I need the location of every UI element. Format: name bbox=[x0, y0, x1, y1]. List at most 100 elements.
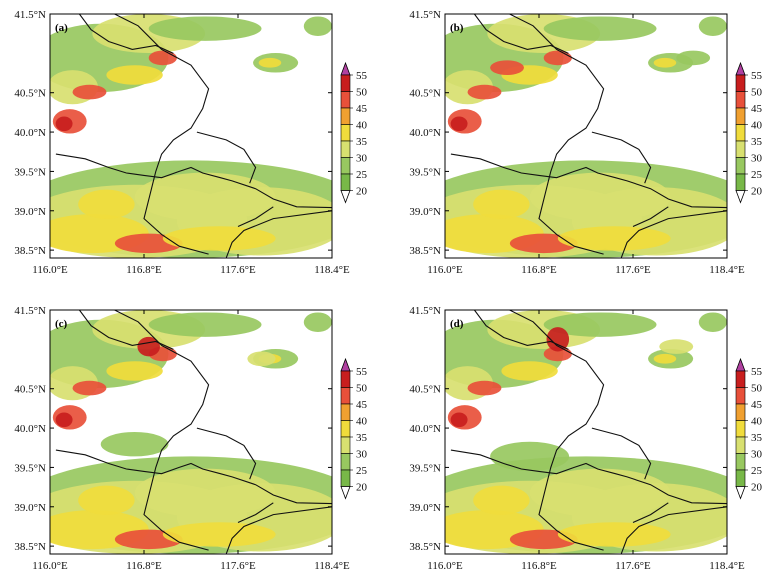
colorbar-bottom-arrow bbox=[340, 486, 351, 500]
colorbar-label: 35 bbox=[751, 432, 763, 444]
colorbar-segment bbox=[735, 436, 746, 454]
echo-patch bbox=[467, 380, 502, 396]
boundary-line bbox=[591, 131, 652, 184]
ytick-label: 40.0°N bbox=[409, 423, 441, 435]
reflectivity-field bbox=[50, 310, 332, 554]
panel-label: (a) bbox=[55, 22, 68, 34]
colorbar-segment bbox=[735, 124, 746, 142]
xtick-label: 117.6°E bbox=[615, 560, 651, 572]
echo-patch bbox=[55, 116, 73, 132]
colorbar-label: 55 bbox=[356, 366, 368, 378]
boundary-line bbox=[473, 14, 569, 54]
boundary-line bbox=[78, 310, 174, 350]
echo-patch bbox=[501, 361, 558, 381]
ytick-label: 38.5°N bbox=[409, 245, 441, 257]
echo-patch bbox=[106, 65, 163, 85]
ytick-label: 40.5°N bbox=[409, 88, 441, 100]
colorbar-label: 35 bbox=[751, 136, 763, 148]
echo-patch bbox=[100, 432, 169, 457]
echo-patch bbox=[106, 361, 163, 381]
echo-patch bbox=[546, 327, 570, 352]
echo-patch bbox=[653, 353, 677, 364]
panel-d: 41.5°N 40.5°N 40.0°N 39.5°N 39.0°N 38.5°N 116.… bbox=[395, 296, 775, 581]
boundary-line bbox=[509, 14, 605, 255]
ytick-label: 39.5°N bbox=[409, 166, 441, 178]
colorbar-label: 30 bbox=[751, 449, 763, 461]
colorbar-segment bbox=[340, 140, 351, 158]
echo-patch bbox=[653, 57, 677, 68]
boundary-line bbox=[509, 310, 605, 551]
colorbar-label: 40 bbox=[751, 120, 763, 132]
boundary-line bbox=[114, 14, 210, 255]
boundaries bbox=[450, 14, 727, 258]
echo-patch bbox=[134, 172, 276, 222]
echo-patch bbox=[134, 468, 276, 518]
colorbar-label: 20 bbox=[356, 186, 368, 198]
colorbar-segment bbox=[340, 453, 351, 471]
ytick-label: 39.0°N bbox=[14, 502, 46, 514]
panel-a: 41.5°N 40.5°N 40.0°N 39.5°N 39.0°N 38.5°N 116.… bbox=[0, 0, 380, 285]
colorbar-segment bbox=[735, 403, 746, 421]
echo-patch bbox=[303, 312, 332, 332]
echo-patch bbox=[450, 116, 468, 132]
xtick-label: 118.4°E bbox=[709, 264, 745, 276]
boundary-line bbox=[78, 14, 174, 54]
colorbar-label: 25 bbox=[356, 169, 368, 181]
xtick-label: 117.6°E bbox=[220, 560, 256, 572]
boundary-line bbox=[632, 206, 669, 228]
colorbar-segment bbox=[340, 173, 351, 191]
ytick-label: 41.5°N bbox=[409, 9, 441, 21]
colorbar-label: 55 bbox=[751, 366, 763, 378]
echo-patch bbox=[676, 50, 711, 66]
boundary-line bbox=[450, 449, 727, 505]
colorbar-label: 30 bbox=[356, 153, 368, 165]
map-c: 41.5°N 40.5°N 40.0°N 39.5°N 39.0°N 38.5°N 116.… bbox=[14, 305, 368, 572]
colorbar-segment bbox=[735, 453, 746, 471]
colorbar-bottom-arrow bbox=[735, 190, 746, 204]
ytick-label: 39.5°N bbox=[409, 462, 441, 474]
colorbar-segment bbox=[340, 387, 351, 405]
boundary-line bbox=[591, 427, 652, 480]
panel-label: (b) bbox=[450, 22, 464, 34]
colorbar-segment bbox=[340, 370, 351, 388]
colorbar-label: 55 bbox=[356, 70, 368, 82]
colorbar-bottom-arrow bbox=[735, 486, 746, 500]
boundary-line bbox=[632, 502, 669, 524]
boundary-line bbox=[55, 153, 332, 209]
colorbar-top-arrow bbox=[735, 61, 746, 76]
ytick-label: 39.5°N bbox=[14, 462, 46, 474]
colorbar-bottom-arrow bbox=[340, 190, 351, 204]
ytick-label: 38.5°N bbox=[14, 245, 46, 257]
echo-patch bbox=[698, 312, 727, 332]
reflectivity-field bbox=[445, 310, 727, 554]
ytick-label: 39.5°N bbox=[14, 166, 46, 178]
colorbar-segment bbox=[735, 469, 746, 487]
echo-patch bbox=[247, 351, 276, 367]
colorbar-segment bbox=[735, 140, 746, 158]
colorbar-label: 25 bbox=[751, 465, 763, 477]
colorbar: 55 50 45 40 35 30 25 20 bbox=[340, 357, 368, 500]
boundary-line bbox=[225, 506, 332, 554]
colorbar-segment bbox=[340, 469, 351, 487]
xtick-label: 117.6°E bbox=[220, 264, 256, 276]
echo-patch bbox=[543, 16, 657, 41]
colorbar-segment bbox=[735, 74, 746, 92]
colorbar-segment bbox=[735, 157, 746, 175]
boundaries bbox=[55, 310, 332, 554]
ytick-label: 40.0°N bbox=[14, 423, 46, 435]
ytick-label: 41.5°N bbox=[14, 305, 46, 317]
reflectivity-field bbox=[445, 14, 727, 258]
colorbar-segment bbox=[735, 173, 746, 191]
colorbar-label: 40 bbox=[751, 416, 763, 428]
echo-patch bbox=[529, 468, 671, 518]
colorbar-segment bbox=[735, 370, 746, 388]
colorbar-segment bbox=[735, 387, 746, 405]
xtick-label: 116.0°E bbox=[427, 560, 463, 572]
ytick-label: 38.5°N bbox=[14, 541, 46, 553]
xtick-label: 118.4°E bbox=[314, 264, 350, 276]
echo-patch bbox=[557, 522, 671, 547]
reflectivity-field bbox=[50, 14, 332, 258]
colorbar-top-arrow bbox=[735, 357, 746, 372]
colorbar-label: 45 bbox=[356, 103, 368, 115]
map-b: 41.5°N 40.5°N 40.0°N 39.5°N 39.0°N 38.5°N 116.… bbox=[409, 9, 763, 276]
